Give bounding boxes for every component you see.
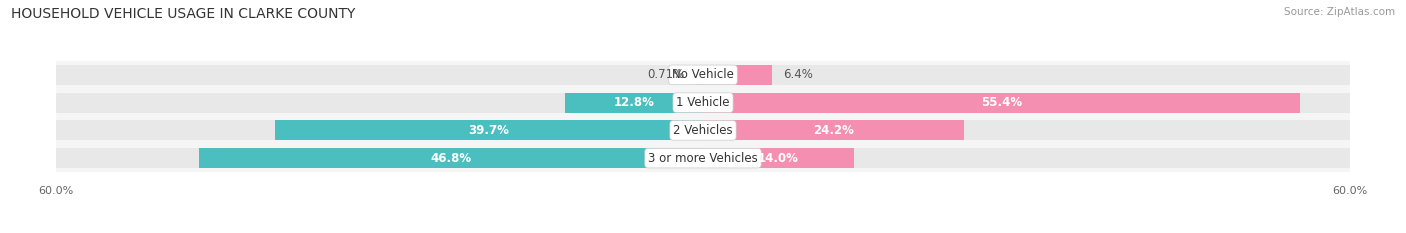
Bar (703, 93, 1301, 113)
Bar (56, 93, 703, 113)
Bar (703, 65, 1350, 85)
Bar (703, 120, 965, 140)
Text: 2 Vehicles: 2 Vehicles (673, 124, 733, 137)
FancyBboxPatch shape (56, 89, 1350, 116)
Bar (703, 93, 1350, 113)
Bar (56, 148, 703, 168)
Bar (56, 120, 703, 140)
Text: 3 or more Vehicles: 3 or more Vehicles (648, 152, 758, 165)
Bar (703, 120, 1350, 140)
Text: 12.8%: 12.8% (613, 96, 654, 109)
FancyBboxPatch shape (56, 116, 1350, 144)
Text: 39.7%: 39.7% (468, 124, 509, 137)
Bar (703, 148, 853, 168)
FancyBboxPatch shape (56, 61, 1350, 89)
Bar (565, 93, 703, 113)
Text: 55.4%: 55.4% (981, 96, 1022, 109)
Bar (703, 65, 772, 85)
Bar (696, 65, 703, 85)
Bar (56, 65, 703, 85)
Text: 1 Vehicle: 1 Vehicle (676, 96, 730, 109)
Text: HOUSEHOLD VEHICLE USAGE IN CLARKE COUNTY: HOUSEHOLD VEHICLE USAGE IN CLARKE COUNTY (11, 7, 356, 21)
FancyBboxPatch shape (56, 144, 1350, 172)
Bar (276, 120, 703, 140)
Text: 24.2%: 24.2% (813, 124, 853, 137)
Text: No Vehicle: No Vehicle (672, 68, 734, 81)
Text: 6.4%: 6.4% (783, 68, 813, 81)
Bar (703, 148, 1350, 168)
Text: Source: ZipAtlas.com: Source: ZipAtlas.com (1284, 7, 1395, 17)
Text: 0.71%: 0.71% (647, 68, 685, 81)
Text: 14.0%: 14.0% (758, 152, 799, 165)
Bar (198, 148, 703, 168)
Text: 46.8%: 46.8% (430, 152, 471, 165)
